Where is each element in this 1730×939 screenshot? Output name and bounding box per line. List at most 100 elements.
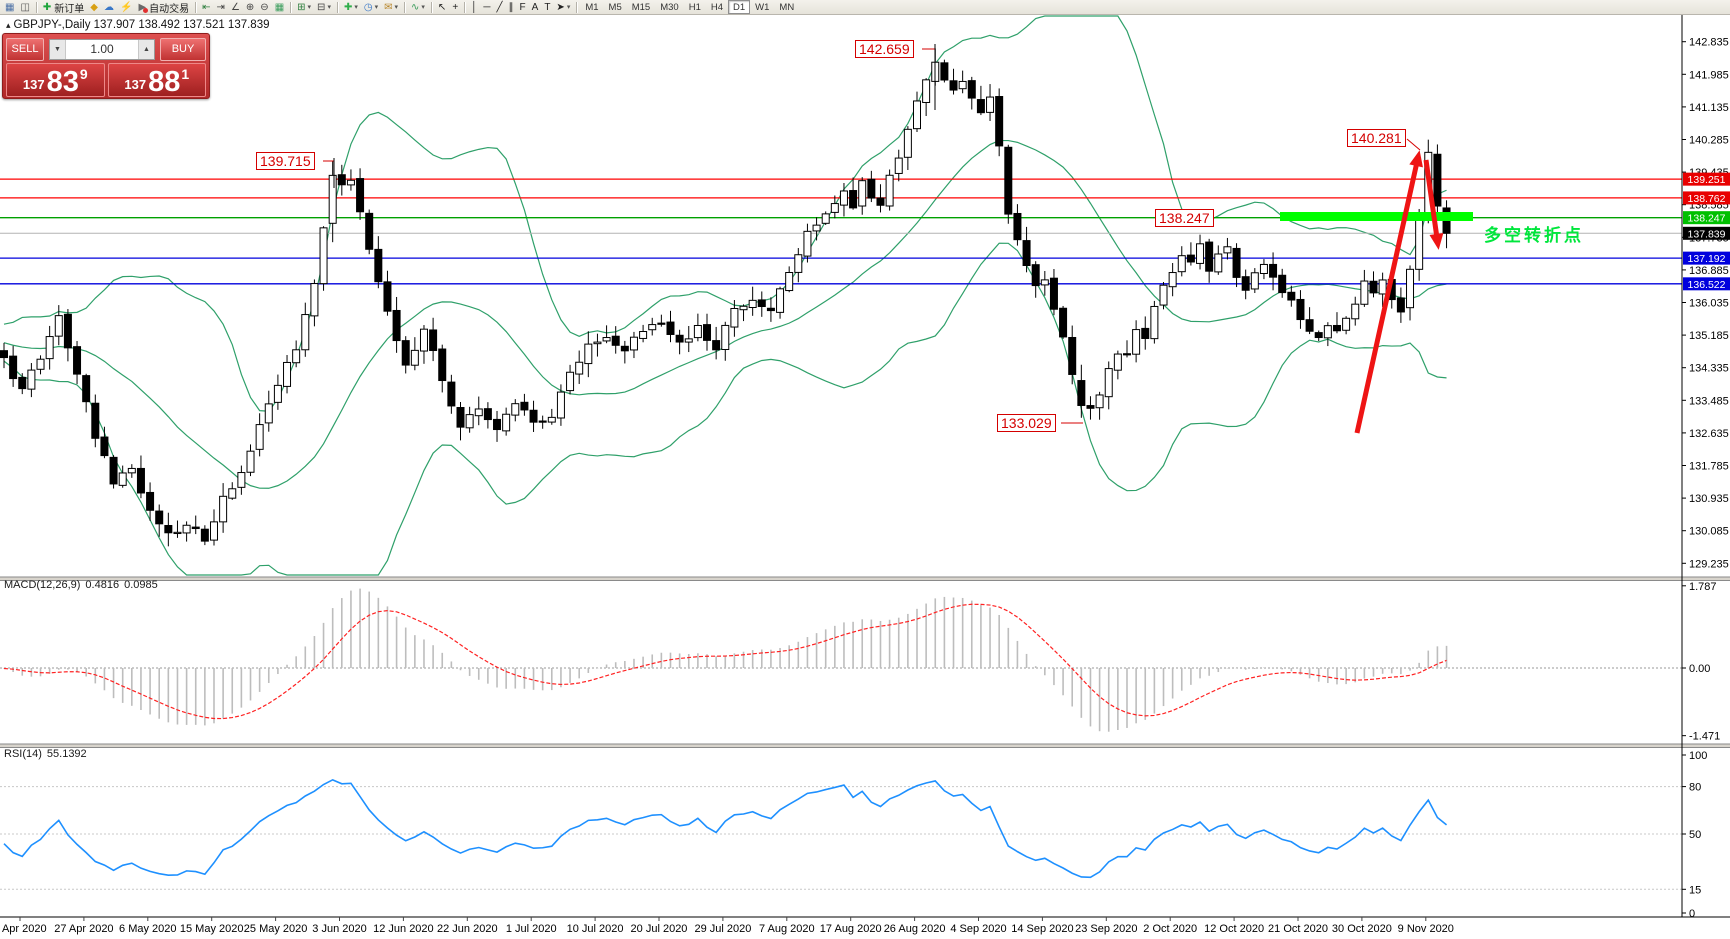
svg-text:29 Jul 2020: 29 Jul 2020 <box>694 923 751 935</box>
zoom-in-icon[interactable]: ⊕ <box>245 1 255 13</box>
svg-text:0: 0 <box>1689 908 1695 920</box>
volume-decrease-icon[interactable]: ▼ <box>50 39 66 59</box>
volume-stepper[interactable]: ▼ 1.00 ▲ <box>49 38 155 60</box>
buy-price-button[interactable]: 137 88 1 <box>107 63 206 99</box>
ruler-icon[interactable]: ∠ <box>230 1 240 13</box>
svg-text:17 Aug 2020: 17 Aug 2020 <box>820 923 882 935</box>
one-click-trading-panel: SELL ▼ 1.00 ▲ BUY 137 83 9 137 88 1 <box>2 33 210 99</box>
toolbar-separator <box>336 1 338 13</box>
new-order-button[interactable]: ✚ 新订单 <box>42 1 85 15</box>
templates-icon[interactable]: ✉ ▾ <box>384 1 399 13</box>
price-label-138247[interactable]: 138.247 <box>1155 209 1214 227</box>
svg-text:2 Oct 2020: 2 Oct 2020 <box>1143 923 1197 935</box>
buy-price-main: 88 <box>148 66 181 99</box>
svg-text:6 May 2020: 6 May 2020 <box>119 923 176 935</box>
timeframe-h4[interactable]: H4 <box>710 1 724 13</box>
toolbar-separator <box>404 1 406 13</box>
svg-text:137.839: 137.839 <box>1688 228 1726 240</box>
signal-icon[interactable]: ⚡ <box>120 1 133 13</box>
trend-note-text[interactable]: 多空转折点 <box>1484 226 1584 245</box>
toolbar-separator <box>290 1 292 13</box>
svg-text:14 Sep 2020: 14 Sep 2020 <box>1011 923 1073 935</box>
tile-windows-icon[interactable]: ▦ <box>274 1 285 13</box>
chart-shift-icon[interactable]: ⇥ <box>216 1 225 13</box>
svg-text:133.485: 133.485 <box>1689 395 1729 407</box>
svg-text:141.135: 141.135 <box>1689 102 1729 114</box>
svg-text:25 May 2020: 25 May 2020 <box>244 923 308 935</box>
arrows-icon[interactable]: ➤ ▾ <box>556 1 571 13</box>
buy-price-pip: 1 <box>181 66 190 82</box>
price-label-133029[interactable]: 133.029 <box>997 414 1056 432</box>
timeframe-m15[interactable]: M15 <box>631 1 651 13</box>
svg-text:22 Jun 2020: 22 Jun 2020 <box>437 923 498 935</box>
volume-value[interactable]: 1.00 <box>90 41 114 56</box>
fibonacci-icon[interactable]: F <box>519 1 526 13</box>
svg-text:4 Sep 2020: 4 Sep 2020 <box>950 923 1006 935</box>
svg-text:134.335: 134.335 <box>1689 363 1729 375</box>
sell-price-prefix: 137 <box>22 77 45 92</box>
svg-text:7 Apr 2020: 7 Apr 2020 <box>0 923 47 935</box>
svg-text:1 Jul 2020: 1 Jul 2020 <box>506 923 557 935</box>
profiles-icon[interactable]: ⊟ ▾ <box>317 1 331 13</box>
timeframe-m30[interactable]: M30 <box>660 1 679 13</box>
toolbar: ▦ ◫ ✚ 新订单 ◆ ☁ ⚡ ▶ 自动交易 ⇤ ⇥ ∠ ⊕ ⊖ ▦ ⊞ ▾ ⊟ ▾ ✚ ▾ ◷ ▾ ✉ ▾ ∿ ▾ ↖ + │ ─ ╱ ∥ F A… <box>0 0 1730 15</box>
auto-scroll-icon[interactable]: ⇤ <box>202 1 211 13</box>
sell-price-button[interactable]: 137 83 9 <box>6 63 105 97</box>
svg-text:12 Oct 2020: 12 Oct 2020 <box>1204 923 1264 935</box>
crosshair-icon[interactable]: + <box>452 1 459 13</box>
timeframe-h1[interactable]: H1 <box>688 1 701 13</box>
svg-text:12 Jun 2020: 12 Jun 2020 <box>373 923 434 935</box>
trendline-icon[interactable]: ╱ <box>496 1 503 13</box>
svg-text:50: 50 <box>1689 829 1701 841</box>
gold-icon[interactable]: ◆ <box>90 1 98 13</box>
community-icon[interactable]: ☁ <box>104 1 114 13</box>
svg-text:100: 100 <box>1689 750 1707 762</box>
sell-button[interactable]: SELL <box>6 37 44 61</box>
toolbar-separator <box>464 1 466 13</box>
svg-text:21 Oct 2020: 21 Oct 2020 <box>1268 923 1328 935</box>
cursor-icon[interactable]: ↖ <box>437 1 447 13</box>
new-chart-icon[interactable]: ⊞ ▾ <box>297 1 312 13</box>
svg-text:129.235: 129.235 <box>1689 558 1729 570</box>
timeframe-m1[interactable]: M1 <box>585 1 599 13</box>
toolbar-separator <box>430 1 432 13</box>
buy-price-prefix: 137 <box>124 77 147 92</box>
text-icon[interactable]: A <box>531 1 539 13</box>
svg-text:142.835: 142.835 <box>1689 37 1729 49</box>
channel-icon[interactable]: ∥ <box>508 1 514 13</box>
svg-text:26 Aug 2020: 26 Aug 2020 <box>884 923 946 935</box>
timeframe-m5[interactable]: M5 <box>608 1 622 13</box>
buy-button[interactable]: BUY <box>160 37 206 61</box>
svg-text:9 Nov 2020: 9 Nov 2020 <box>1398 923 1454 935</box>
svg-text:135.185: 135.185 <box>1689 330 1729 342</box>
price-label-139715[interactable]: 139.715 <box>256 152 315 170</box>
svg-text:139.251: 139.251 <box>1688 174 1726 186</box>
volume-increase-icon[interactable]: ▲ <box>138 39 154 59</box>
periods-icon[interactable]: ◷ ▾ <box>363 1 379 13</box>
autotrading-button[interactable]: ▶ 自动交易 <box>138 1 190 15</box>
vertical-line-icon[interactable]: │ <box>471 1 478 13</box>
svg-text:3 Jun 2020: 3 Jun 2020 <box>312 923 366 935</box>
timeframe-d1[interactable]: D1 <box>728 0 751 14</box>
svg-text:27 Apr 2020: 27 Apr 2020 <box>54 923 113 935</box>
svg-text:30 Oct 2020: 30 Oct 2020 <box>1332 923 1392 935</box>
svg-text:-1.471: -1.471 <box>1689 731 1720 743</box>
zoom-out-icon[interactable]: ⊖ <box>260 1 269 13</box>
price-label-142659[interactable]: 142.659 <box>855 40 914 58</box>
horizontal-line-icon[interactable]: ─ <box>483 1 491 13</box>
timeframe-mn[interactable]: MN <box>779 1 795 13</box>
time-axis[interactable] <box>0 917 1682 939</box>
chart-window-icon[interactable]: ▦ <box>5 1 15 13</box>
indicator-wave-icon[interactable]: ∿ ▾ <box>411 1 425 13</box>
svg-text:130.085: 130.085 <box>1689 526 1729 538</box>
price-label-140281[interactable]: 140.281 <box>1347 129 1406 147</box>
timeframe-w1[interactable]: W1 <box>755 1 770 13</box>
svg-text:15 May 2020: 15 May 2020 <box>180 923 244 935</box>
price-axis[interactable] <box>1682 14 1730 917</box>
zoom-window-icon[interactable]: ◫ <box>20 1 30 13</box>
toolbar-separator <box>195 1 197 13</box>
indicators-icon[interactable]: ✚ ▾ <box>343 1 358 13</box>
label-icon[interactable]: T <box>544 1 551 13</box>
